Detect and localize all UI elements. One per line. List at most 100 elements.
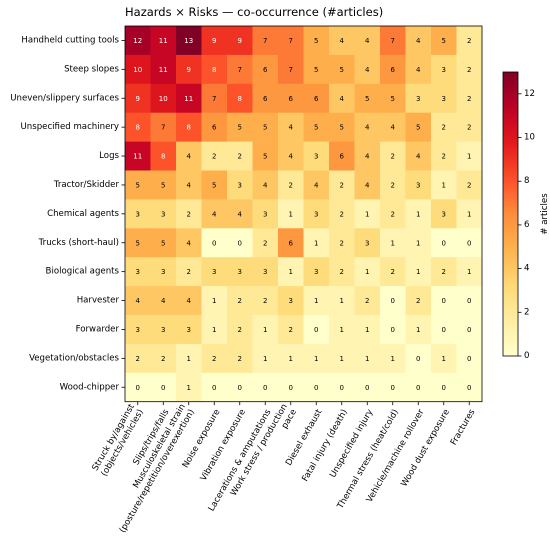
heatmap-cell [456,343,483,374]
heatmap-cell [354,315,381,345]
cell-value-label: 5 [136,239,140,247]
heatmap-cell [380,286,406,316]
heatmap-cell [354,228,381,258]
heatmap-cell [303,372,330,402]
row-label: Unspecified machinery [20,122,119,132]
cell-value-label: 3 [314,268,318,276]
column-label-line: Wood dust exposure [399,408,451,489]
cell-value-label: 0 [365,384,369,392]
cell-value-label: 1 [391,355,395,363]
heatmap-cell [252,170,279,200]
heatmap-cell [176,199,202,229]
cell-value-label: 0 [442,326,446,334]
heatmap-cell [201,228,228,258]
cell-value-label: 1 [416,268,420,276]
heatmap-cell [201,83,228,113]
heatmap-cell [354,257,381,287]
heatmap-cell [431,343,457,374]
cell-value-label: 6 [314,95,319,103]
heatmap-cell [125,141,151,171]
column-label: Wood dust exposure [399,408,451,489]
cell-value-label: 2 [187,210,191,218]
row-label: Uneven/slippery surfaces [10,93,119,103]
heatmap-cell [227,112,253,142]
heatmap-cell [405,199,432,229]
cell-value-label: 2 [467,181,471,189]
heatmap-cell [405,315,432,345]
cell-value-label: 2 [340,181,344,189]
cell-value-label: 4 [289,124,294,132]
heatmap-cell [456,228,483,258]
heatmap-cell [201,199,228,229]
heatmap-cell [278,83,304,113]
cell-value-label: 0 [340,384,344,392]
cell-value-label: 7 [212,95,216,103]
heatmap-cell [303,343,330,374]
cell-value-label: 5 [314,66,318,74]
heatmap-cell [176,141,202,171]
cell-value-label: 4 [314,181,319,189]
heatmap-cell [303,286,330,316]
heatmap-cell [405,170,432,200]
cell-value-label: 8 [136,124,140,132]
heatmap-cell [329,199,355,229]
heatmap-cell [150,141,177,171]
cell-value-label: 5 [340,124,344,132]
heatmap-cell [431,257,457,287]
heatmap-cell [303,199,330,229]
row-label: Logs [99,151,119,161]
heatmap-cell [456,83,483,113]
column-label: Fatal injury (death) [300,408,350,484]
heatmap-cell [354,83,381,113]
heatmap-cell [354,26,381,56]
cell-value-label: 0 [391,384,395,392]
cell-value-label: 10 [133,66,142,74]
cell-value-label: 0 [467,355,471,363]
cell-value-label: 6 [289,239,294,247]
heatmap-cell [380,343,406,374]
heatmap-cell [201,141,228,171]
heatmap-cell [150,54,177,85]
cell-value-label: 5 [416,124,420,132]
heatmap-cell [201,112,228,142]
cell-value-label: 1 [263,355,267,363]
cell-value-label: 4 [212,210,217,218]
heatmap-cell [380,26,406,56]
heatmap-cell [252,199,279,229]
cell-value-label: 0 [467,326,471,334]
cell-value-label: 0 [416,355,420,363]
cell-value-label: 1 [416,239,420,247]
cell-value-label: 0 [442,384,446,392]
row-label: Vegetation/obstacles [29,353,119,363]
heatmap-cell [329,170,355,200]
cell-value-label: 2 [391,210,395,218]
cell-value-label: 4 [187,239,192,247]
cell-value-label: 10 [159,95,168,103]
cell-value-label: 2 [161,355,165,363]
heatmap-cell [252,228,279,258]
cell-value-label: 5 [442,37,446,45]
cell-value-label: 2 [238,355,242,363]
cell-value-label: 8 [212,66,216,74]
heatmap-cell [176,372,202,402]
heatmap-cell [278,257,304,287]
cell-value-label: 0 [212,384,216,392]
heatmap-cell [227,343,253,374]
heatmap-cell [125,170,151,200]
cell-value-label: 4 [187,297,192,305]
heatmap-cell [278,199,304,229]
cell-value-label: 1 [314,355,318,363]
cell-value-label: 0 [289,384,293,392]
cell-value-label: 2 [467,124,471,132]
heatmap-cell [278,112,304,142]
cell-value-label: 4 [161,297,166,305]
heatmap-cell [354,286,381,316]
heatmap-cell [431,286,457,316]
colorbar-label: # articles [540,193,550,235]
cell-value-label: 0 [416,384,420,392]
heatmap-cell [354,199,381,229]
heatmap-cell [227,26,253,56]
heatmap-cell [150,26,177,56]
heatmap-cell [329,343,355,374]
heatmap-cell [150,315,177,345]
